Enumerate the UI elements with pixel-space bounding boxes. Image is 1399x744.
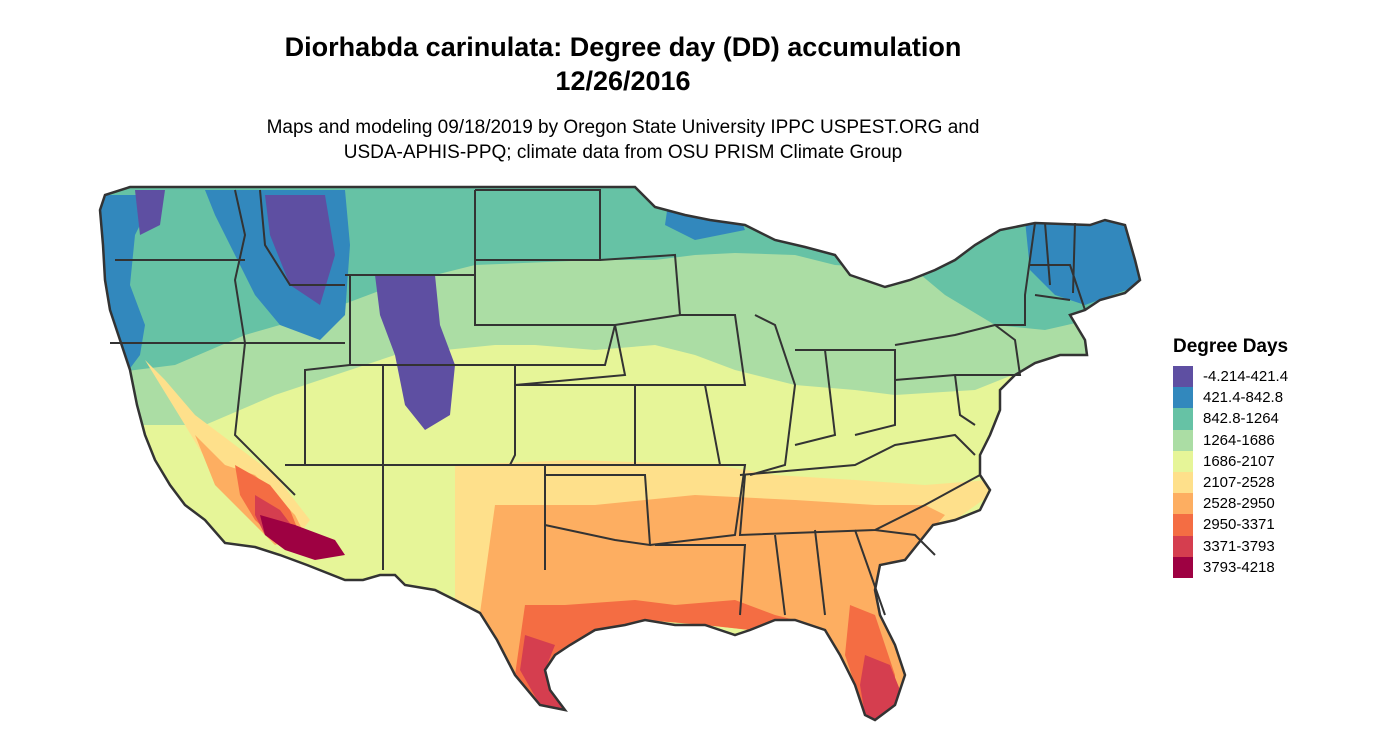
- title-line-1: Diorhabda carinulata: Degree day (DD) ac…: [284, 32, 962, 62]
- legend-label: 3793-4218: [1203, 558, 1275, 576]
- legend-title: Degree Days: [1173, 336, 1289, 357]
- legend-label: 842.8-1264: [1203, 410, 1279, 428]
- legend-item: 2107-2528: [1173, 471, 1383, 494]
- legend-item: -4.214-421.4: [1173, 366, 1383, 388]
- legend-swatch: [1173, 471, 1193, 494]
- legend-label: 3371-3793: [1203, 537, 1275, 555]
- legend-swatch: [1173, 429, 1193, 451]
- legend: Degree Days -4.214-421.4 421.4-842.8 842.8…: [1173, 336, 1383, 578]
- state-boundaries: [98, 185, 1142, 722]
- legend-item: 421.4-842.8: [1173, 387, 1383, 409]
- legend-label: 2107-2528: [1203, 474, 1275, 492]
- degree-day-fill: [100, 187, 1140, 720]
- legend-swatch: [1173, 408, 1193, 430]
- legend-label: 2528-2950: [1203, 495, 1275, 513]
- subtitle-line-2: USDA-APHIS-PPQ; climate data from OSU PR…: [343, 142, 903, 163]
- legend-item: 2950-3371: [1173, 514, 1383, 536]
- legend-swatch: [1173, 493, 1193, 515]
- legend-item: 2528-2950: [1173, 493, 1383, 515]
- us-degree-day-map: [98, 185, 1142, 722]
- legend-swatch: [1173, 450, 1193, 472]
- legend-swatch: [1173, 366, 1193, 388]
- subtitle-line-1: Maps and modeling 09/18/2019 by Oregon S…: [266, 117, 980, 138]
- legend-label: -4.214-421.4: [1203, 368, 1289, 386]
- legend-swatch: [1173, 514, 1193, 536]
- legend-swatch: [1173, 387, 1193, 409]
- map-subtitle: Maps and modeling 09/18/2019 by Oregon S…: [0, 115, 1246, 165]
- legend-label: 1686-2107: [1203, 452, 1275, 470]
- title-line-2: 12/26/2016: [555, 66, 691, 96]
- legend-items: -4.214-421.4 421.4-842.8 842.8-1264 1264-16…: [1173, 366, 1383, 578]
- legend-item: 3793-4218: [1173, 556, 1383, 578]
- map-title: Diorhabda carinulata: Degree day (DD) ac…: [0, 30, 1246, 98]
- legend-label: 421.4-842.8: [1203, 389, 1284, 407]
- legend-swatch: [1173, 535, 1193, 557]
- legend-item: 842.8-1264: [1173, 408, 1383, 430]
- legend-swatch: [1173, 556, 1193, 578]
- legend-item: 1686-2107: [1173, 450, 1383, 472]
- legend-label: 1264-1686: [1203, 431, 1275, 449]
- legend-item: 1264-1686: [1173, 429, 1383, 451]
- legend-label: 2950-3371: [1203, 516, 1275, 534]
- legend-item: 3371-3793: [1173, 535, 1383, 557]
